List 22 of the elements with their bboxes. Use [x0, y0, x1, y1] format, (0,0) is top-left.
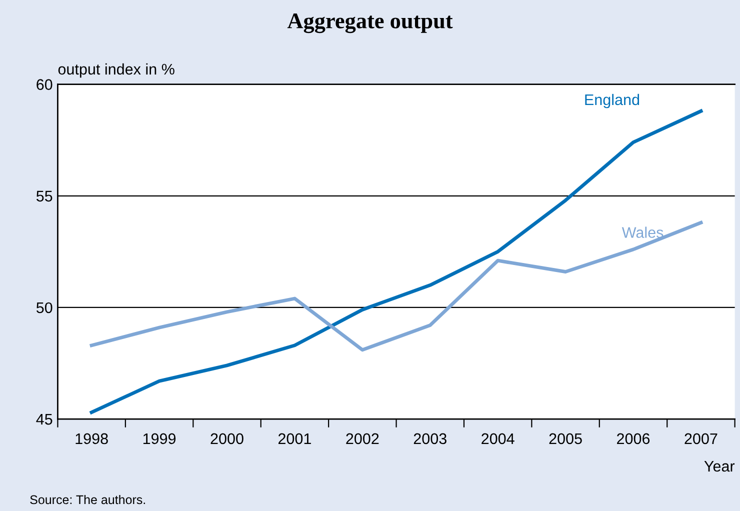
y-tick-label: 50 — [36, 302, 52, 314]
y-tick-label: 60 — [36, 79, 52, 90]
x-tick-label: 1998 — [76, 433, 108, 444]
x-tick-label: 2006 — [617, 433, 650, 444]
x-tick-label: 2001 — [278, 433, 311, 444]
series-label: Wales — [622, 226, 664, 238]
x-tick-label: 2004 — [482, 433, 514, 444]
x-tick-label: 2003 — [414, 433, 446, 444]
x-tick-label: 2000 — [210, 433, 244, 444]
x-axis-title: Year — [704, 461, 735, 472]
source-note: Source: The authors. — [30, 494, 145, 504]
y-axis-title: output index in % — [58, 63, 174, 78]
x-tick-label: 2002 — [346, 433, 379, 444]
x-tick-label: 1999 — [143, 433, 176, 444]
line-series — [90, 109, 703, 414]
x-tick-label: 2007 — [684, 433, 718, 444]
y-tick-label: 55 — [36, 190, 52, 202]
x-tick-label: 2005 — [549, 433, 582, 444]
series-label: England — [585, 94, 640, 108]
line-series — [90, 220, 703, 352]
chart-title: Aggregate output — [287, 13, 453, 34]
y-tick-label: 45 — [36, 414, 52, 425]
